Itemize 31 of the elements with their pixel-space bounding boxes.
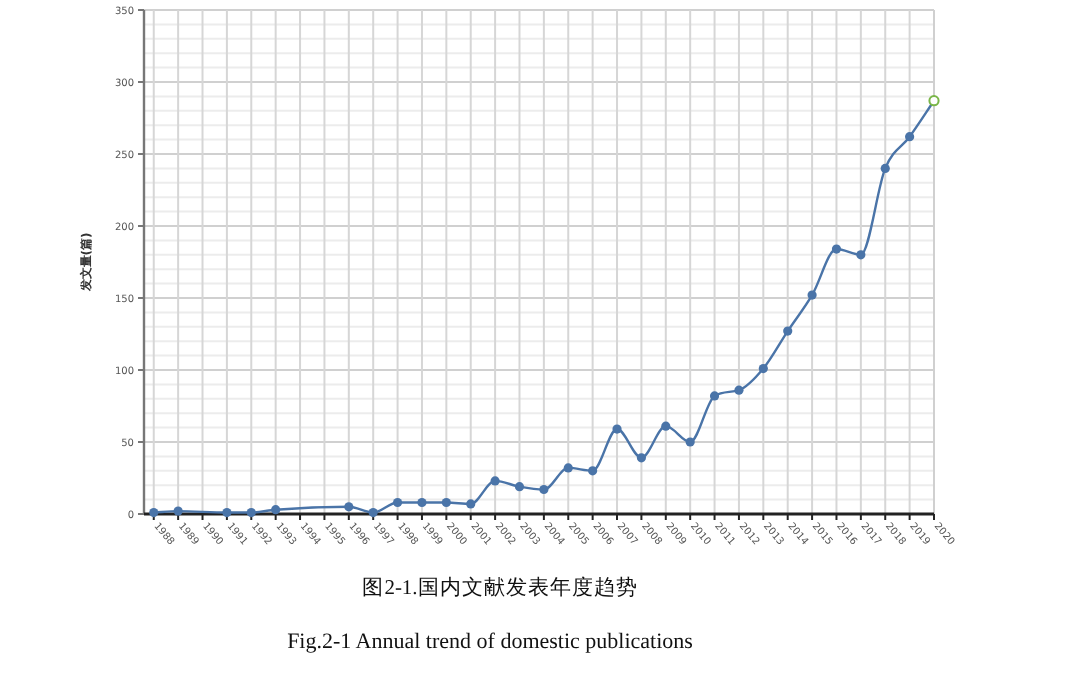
point <box>588 466 598 476</box>
point <box>514 482 525 492</box>
point <box>563 463 573 473</box>
point <box>685 437 695 447</box>
point <box>222 507 232 518</box>
point <box>344 502 354 512</box>
point <box>271 505 281 515</box>
point <box>831 244 842 254</box>
point <box>856 250 866 260</box>
point <box>783 326 793 336</box>
point <box>441 497 451 508</box>
text: Fig.2-1 Annual trend of domestic publications <box>287 630 693 654</box>
point <box>758 363 768 374</box>
point <box>709 391 720 401</box>
point <box>173 506 183 516</box>
point <box>246 507 256 518</box>
point <box>661 421 671 431</box>
point <box>149 507 159 518</box>
point <box>417 497 427 508</box>
point <box>636 453 647 463</box>
text: 图2-1.国内文献发表年度趋势 <box>362 574 638 600</box>
point <box>392 497 403 508</box>
point <box>905 132 915 142</box>
point <box>466 499 476 509</box>
point <box>368 507 378 518</box>
point <box>612 424 622 434</box>
point <box>880 163 890 173</box>
point <box>539 484 549 495</box>
point <box>807 290 817 300</box>
point <box>490 476 500 486</box>
point <box>734 385 744 395</box>
